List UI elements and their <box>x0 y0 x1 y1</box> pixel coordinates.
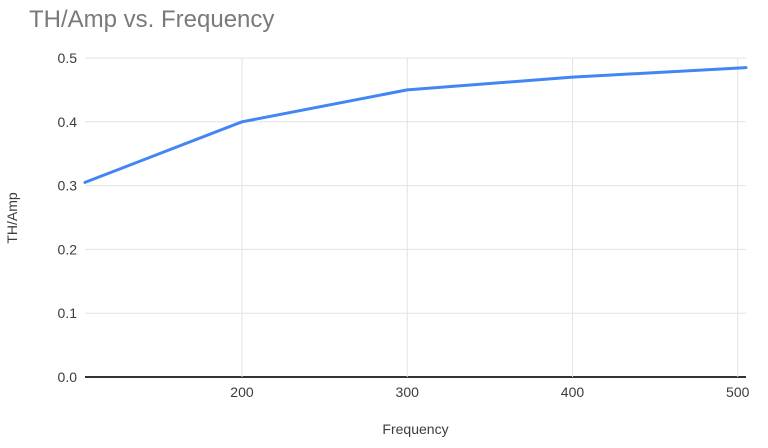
x-axis-title: Frequency <box>382 421 449 437</box>
x-tick-label: 400 <box>561 384 585 400</box>
y-tick-label: 0.1 <box>58 305 78 321</box>
y-tick-label: 0.4 <box>58 114 78 130</box>
x-tick-label: 200 <box>230 384 254 400</box>
series-line-th-amp <box>83 66 748 184</box>
chart-title: TH/Amp vs. Frequency <box>29 6 275 33</box>
x-tick-label: 500 <box>726 384 750 400</box>
y-tick-label: 0.2 <box>58 241 78 257</box>
x-tick-label: 300 <box>396 384 420 400</box>
y-tick-label: 0.5 <box>58 50 78 66</box>
y-tick-label: 0.3 <box>58 178 78 194</box>
y-tick-label: 0.0 <box>58 369 78 385</box>
